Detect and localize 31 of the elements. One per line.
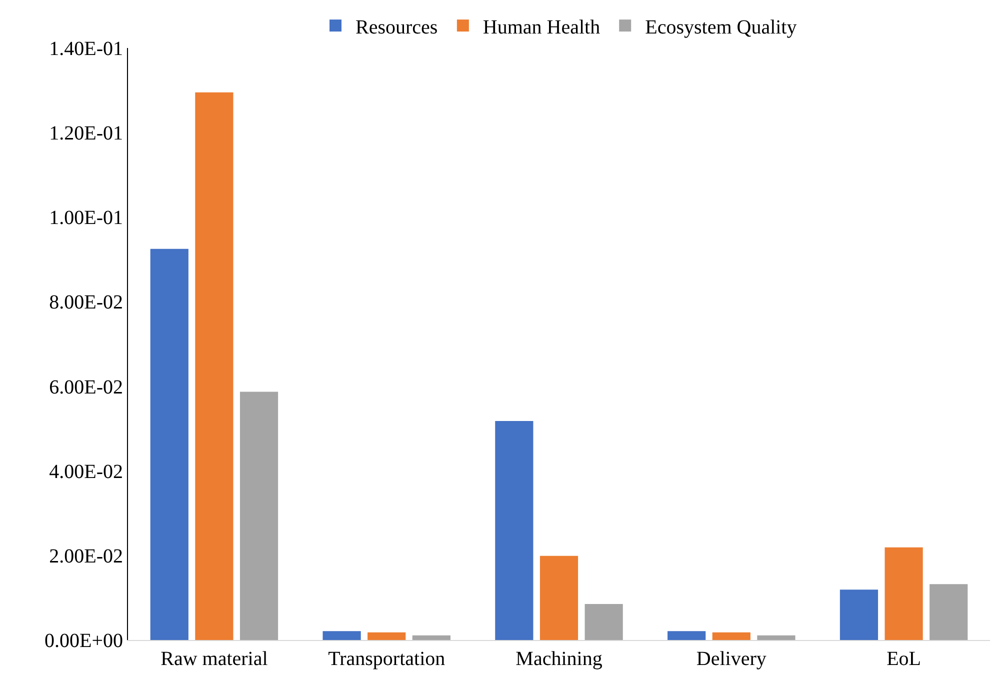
y-tick-label: 6.00E-02 <box>49 376 123 398</box>
bar <box>368 632 406 640</box>
y-tick-label: 2.00E-02 <box>49 545 123 568</box>
bar <box>668 631 706 640</box>
legend-label: Human Health <box>482 16 600 38</box>
legend-label: Resources <box>356 16 438 38</box>
x-tick-label: Raw material <box>160 648 268 670</box>
bar <box>540 556 578 640</box>
bar <box>240 392 278 640</box>
bar <box>150 248 188 640</box>
y-tick-label: 1.40E-01 <box>49 38 123 60</box>
y-tick-label: 8.00E-02 <box>49 292 123 314</box>
x-tick-label: EoL <box>886 648 922 670</box>
bar <box>884 547 923 640</box>
bar <box>712 632 750 640</box>
bar <box>322 631 361 640</box>
bar <box>412 635 450 640</box>
legend-label: Ecosystem Quality <box>645 16 797 38</box>
x-tick-label: Transportation <box>328 648 446 670</box>
y-tick-label: 1.00E-01 <box>49 207 123 230</box>
bar <box>840 590 878 640</box>
y-tick-label: 4.00E-02 <box>49 460 123 483</box>
bar <box>757 635 796 640</box>
x-tick-label: Delivery <box>696 648 766 670</box>
bar <box>930 584 968 640</box>
bar <box>195 92 234 640</box>
y-tick-label: 0.00E+00 <box>44 630 123 652</box>
y-tick-label: 1.20E-01 <box>49 122 123 145</box>
x-tick-label: Machining <box>516 648 602 670</box>
bar <box>495 420 534 640</box>
bar <box>584 604 623 640</box>
